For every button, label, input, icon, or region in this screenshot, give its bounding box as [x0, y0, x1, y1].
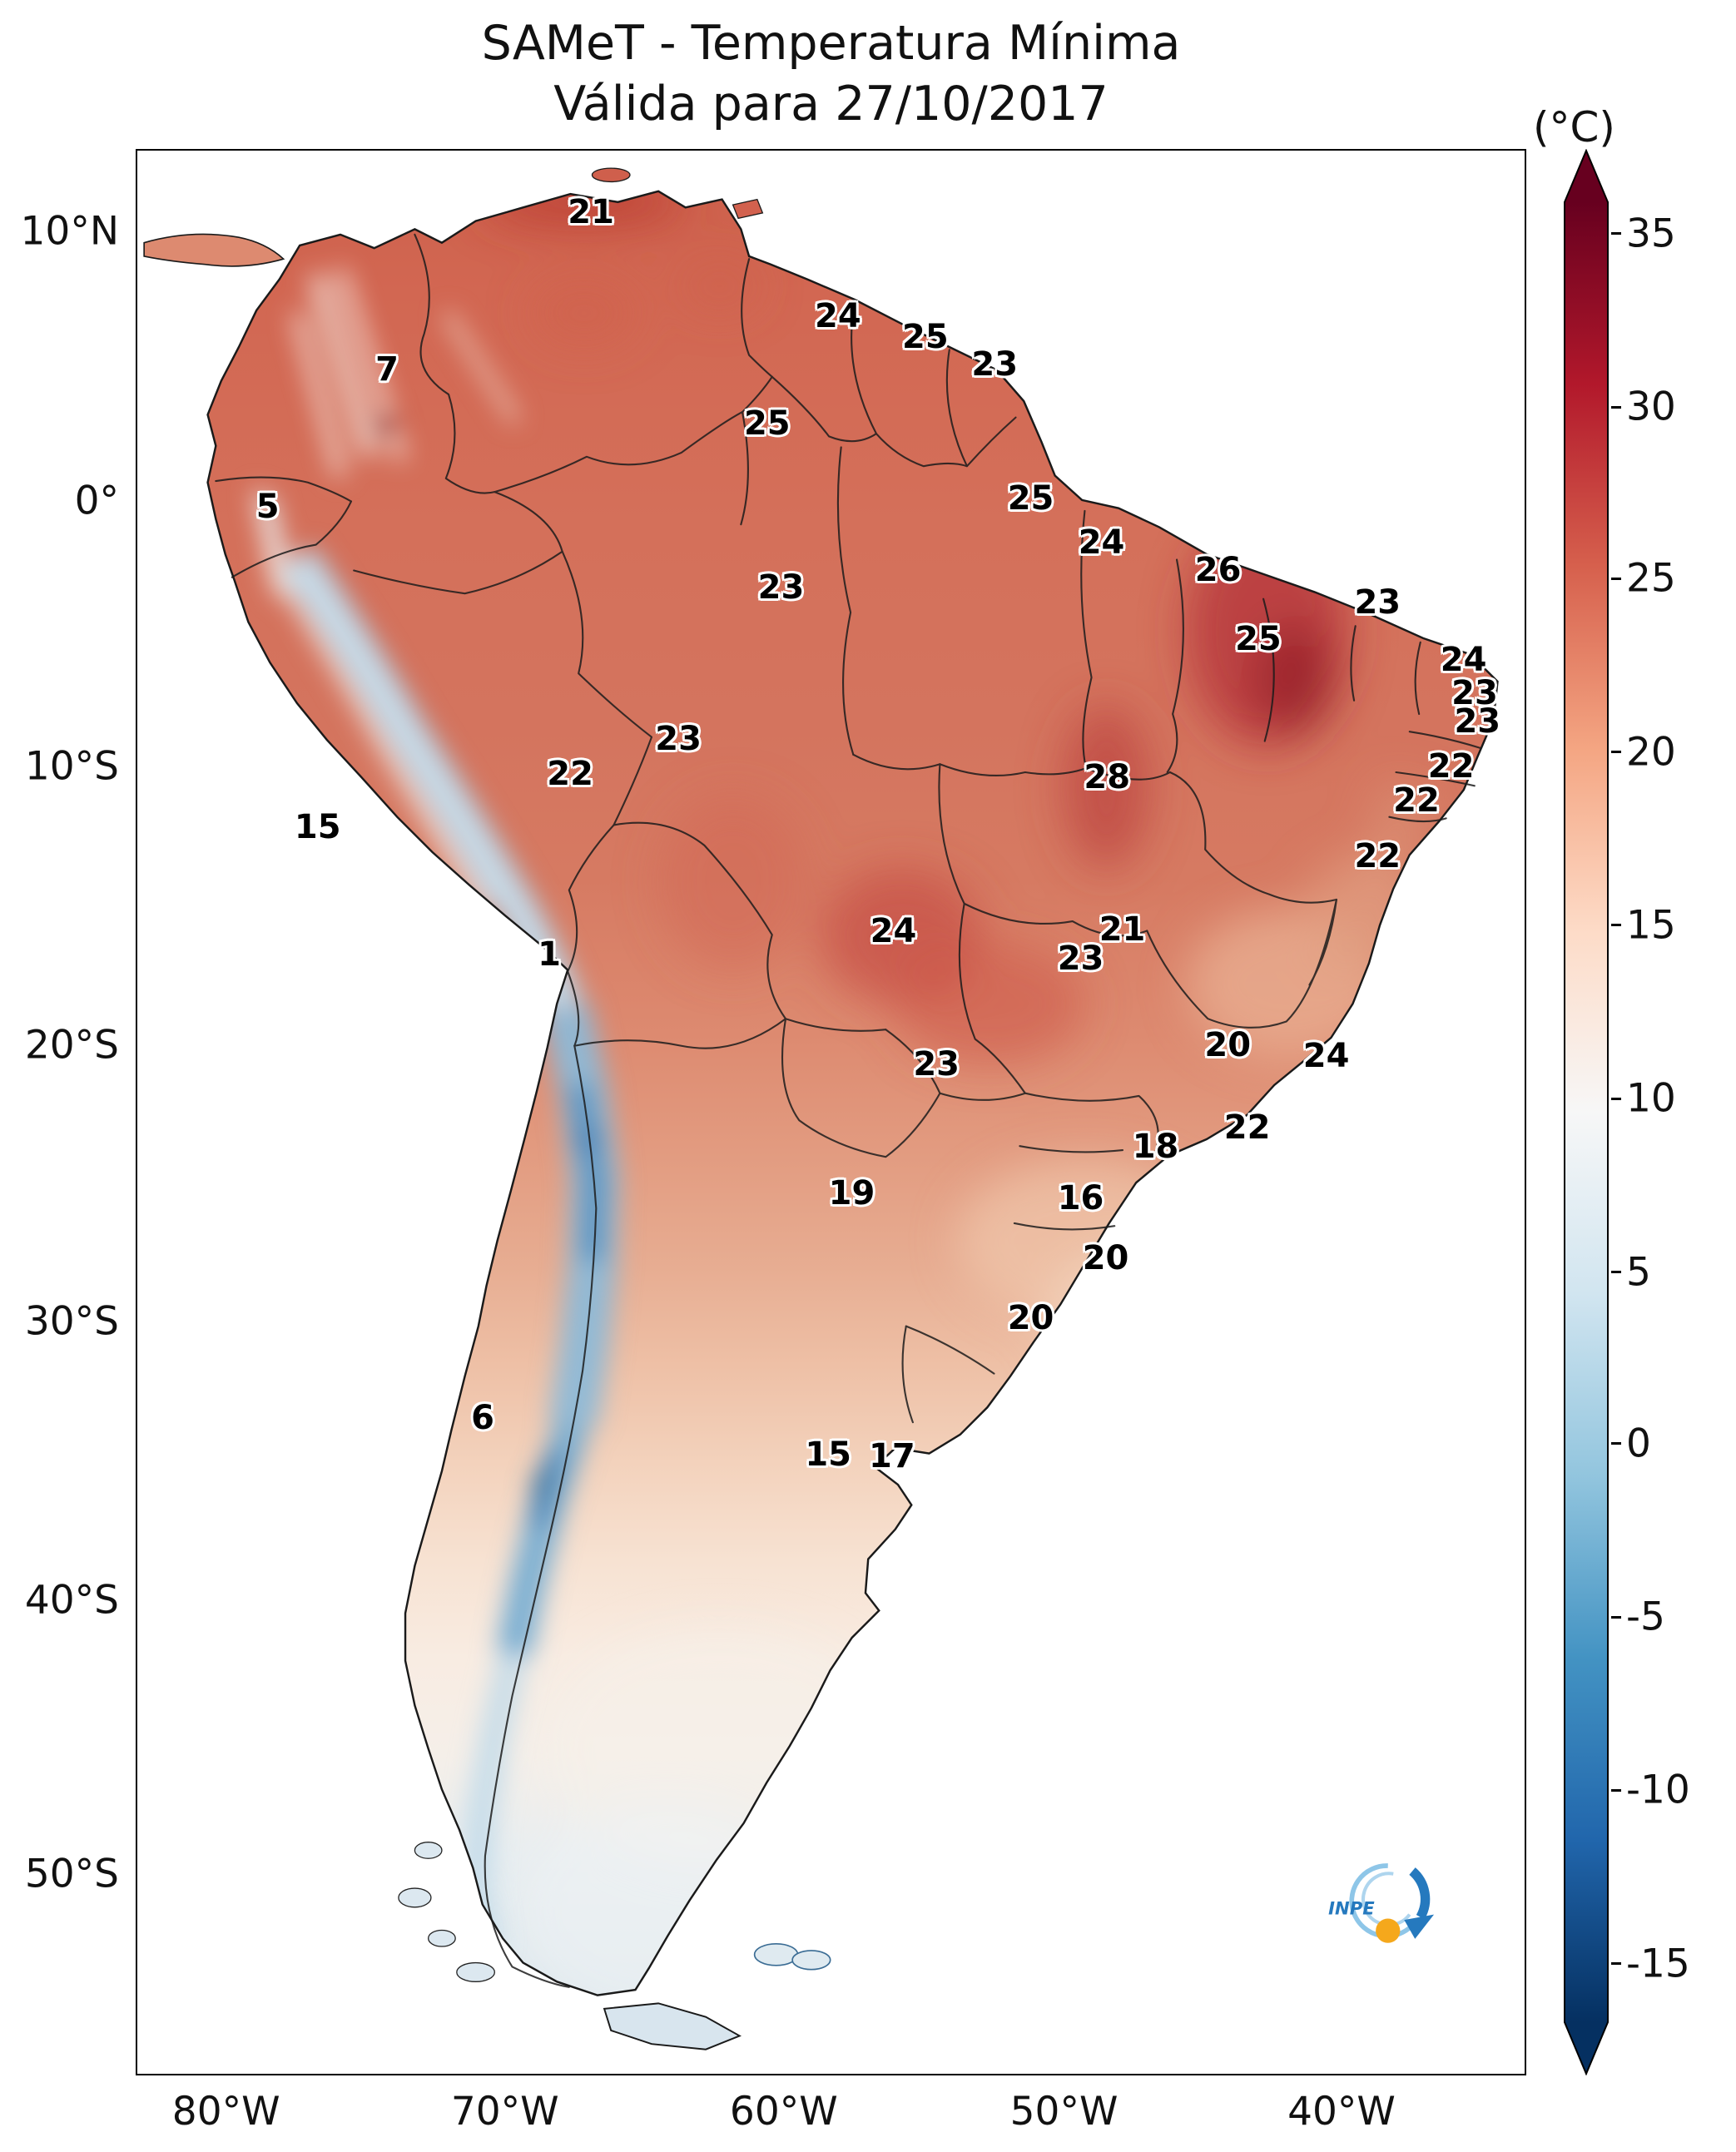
y-tick-label: 50°S [24, 1851, 119, 1897]
islands [398, 167, 831, 2050]
country-state-borders [215, 233, 1481, 1988]
colorbar-tick-label: 5 [1626, 1249, 1651, 1296]
colorbar-tick-label: 25 [1626, 555, 1676, 602]
logo-orange-dot [1376, 1917, 1401, 1943]
colorbar-tick-label: 30 [1626, 384, 1676, 430]
continent-outline [206, 190, 1499, 1996]
title-line2: Válida para 27/10/2017 [553, 76, 1109, 131]
y-tick-label: 20°S [24, 1022, 119, 1069]
colorbar-tick-label: -5 [1626, 1594, 1665, 1640]
colorbar-tick-label: -15 [1626, 1941, 1690, 1987]
x-tick-label: 40°W [1287, 2089, 1396, 2135]
andes-cold-region [252, 268, 620, 1955]
colorbar-tick-label: -10 [1626, 1767, 1690, 1813]
figure-title: SAMeT - Temperatura Mínima Válida para 2… [136, 13, 1526, 135]
panama-land [143, 233, 285, 267]
south-america-map [143, 167, 1499, 2050]
y-tick-label: 0° [74, 478, 119, 524]
colorbar-tick-label: 10 [1626, 1075, 1676, 1122]
y-tick-label: 30°S [24, 1298, 119, 1345]
colorbar-gradient [1564, 148, 1609, 2076]
colorbar-tick-label: 20 [1626, 729, 1676, 776]
y-tick-label: 10°N [20, 208, 119, 255]
inpe-logo-text: INPE [1328, 1897, 1375, 1918]
y-tick-label: 10°S [24, 743, 119, 790]
colorbar-tick-label: 15 [1626, 902, 1676, 949]
map-axes: 21 7 24 25 23 25 25 5 24 26 23 25 24 23 23 23 23 22 22 22 15… [21, 149, 1526, 2135]
colorbar-tick-label: 0 [1626, 1421, 1651, 1467]
colorbar-tick-label: 35 [1626, 211, 1676, 257]
x-tick-label: 60°W [729, 2089, 838, 2135]
colorbar-unit-label: (°C) [1533, 103, 1615, 151]
inpe-logo: INPE [1317, 1855, 1454, 1956]
logo-arrow-icon [1409, 1867, 1431, 1920]
colorbar: 35 30 25 20 15 10 5 0 -5 -10 -15 [1563, 148, 1690, 2076]
temperature-field [207, 191, 1498, 1996]
x-tick-label: 80°W [171, 2089, 280, 2135]
tierra-del-fuego [603, 2002, 742, 2050]
x-tick-label: 70°W [450, 2089, 559, 2135]
title-line1: SAMeT - Temperatura Mínima [481, 16, 1181, 71]
x-tick-label: 50°W [1009, 2089, 1118, 2135]
y-tick-label: 40°S [24, 1577, 119, 1624]
